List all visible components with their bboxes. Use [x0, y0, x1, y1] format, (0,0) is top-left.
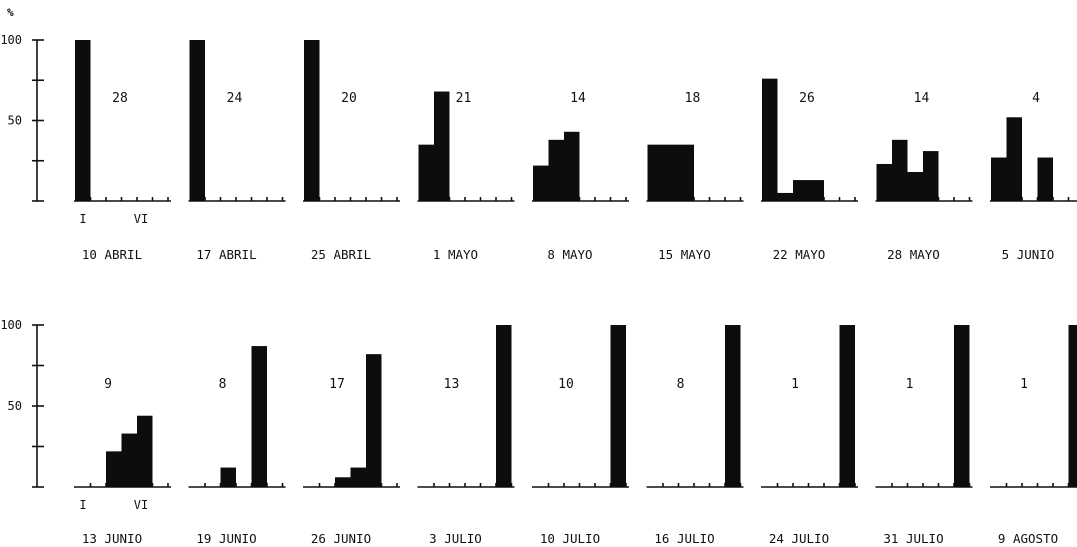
- bar: [366, 354, 382, 487]
- sample-size-label: 28: [112, 91, 128, 106]
- bar: [907, 172, 923, 201]
- sample-size-label: 4: [1032, 91, 1040, 106]
- sample-size-label: 26: [799, 91, 815, 106]
- panel-date-label: 1 MAYO: [433, 247, 478, 262]
- bar: [548, 139, 564, 201]
- sample-size-label: 14: [570, 91, 586, 106]
- bar: [839, 325, 855, 487]
- bar: [304, 40, 320, 201]
- bar: [647, 144, 663, 201]
- category-last-label: VI: [134, 212, 148, 226]
- bar: [418, 144, 434, 201]
- panel-date-label: 10 JULIO: [540, 531, 600, 546]
- bar: [876, 163, 892, 201]
- sample-size-label: 21: [456, 91, 472, 106]
- bar: [663, 144, 679, 201]
- bar: [496, 325, 512, 487]
- bar: [335, 477, 351, 487]
- sample-size-label: 8: [219, 377, 227, 392]
- bar: [75, 40, 91, 201]
- sample-size-label: 17: [329, 377, 345, 392]
- sample-size-label: 1: [906, 377, 914, 392]
- y-tick-label: 50: [8, 114, 22, 128]
- panel-date-label: 15 MAYO: [658, 247, 711, 262]
- panel-date-label: 5 JUNIO: [1002, 247, 1055, 262]
- sample-size-label: 9: [104, 377, 112, 392]
- panel-date-label: 10 ABRIL: [82, 247, 142, 262]
- panel-date-label: 17 ABRIL: [196, 247, 256, 262]
- y-tick-label: 100: [0, 33, 22, 47]
- sample-size-label: 14: [914, 91, 930, 106]
- panel-date-label: 22 MAYO: [773, 247, 826, 262]
- panel-date-label: 25 ABRIL: [311, 247, 371, 262]
- sample-size-label: 1: [1020, 377, 1028, 392]
- sample-size-label: 13: [444, 377, 460, 392]
- bar: [793, 180, 809, 201]
- bar: [923, 151, 939, 201]
- plot-area: 100 50 28 10 ABRIL 24 17 ABRIL 20 25 ABRIL 21 1 M…: [0, 33, 1077, 546]
- panel-date-label: 24 JULIO: [769, 531, 829, 546]
- sample-size-label: 18: [685, 91, 701, 106]
- bar: [1006, 117, 1022, 201]
- y-tick-label: 100: [0, 318, 22, 332]
- bar: [954, 325, 970, 487]
- bar: [251, 346, 267, 487]
- category-first-label: I: [79, 212, 86, 226]
- panel-date-label: 28 MAYO: [887, 247, 940, 262]
- panel-date-label: 3 JULIO: [429, 531, 482, 546]
- panel-date-label: 8 MAYO: [547, 247, 592, 262]
- sample-size-label: 8: [677, 377, 685, 392]
- bar: [434, 91, 450, 201]
- bar: [137, 415, 153, 487]
- bar: [189, 40, 205, 201]
- bar: [121, 433, 137, 487]
- bar: [808, 180, 824, 201]
- panel-date-label: 31 JULIO: [883, 531, 943, 546]
- panel-date-label: 9 AGOSTO: [998, 531, 1058, 546]
- bar: [1068, 325, 1077, 487]
- bar: [564, 131, 580, 201]
- panel-date-label: 13 JUNIO: [82, 531, 142, 546]
- panel-date-label: 19 JUNIO: [196, 531, 256, 546]
- bar: [991, 157, 1007, 201]
- panel-date-label: 16 JULIO: [654, 531, 714, 546]
- bar: [777, 192, 793, 201]
- sample-size-label: 10: [558, 377, 574, 392]
- sample-size-label: 1: [791, 377, 799, 392]
- bar: [1037, 157, 1053, 201]
- bar: [106, 451, 122, 487]
- category-first-label: I: [79, 498, 86, 512]
- category-last-label: VI: [134, 498, 148, 512]
- bar: [762, 78, 778, 201]
- panel-date-label: 26 JUNIO: [311, 531, 371, 546]
- sample-size-label: 20: [341, 91, 357, 106]
- bar: [610, 325, 626, 487]
- bar: [350, 467, 366, 487]
- bar: [220, 467, 236, 487]
- y-tick-label: 50: [8, 399, 22, 413]
- bar: [678, 144, 694, 201]
- bar: [725, 325, 741, 487]
- bar: [533, 165, 549, 201]
- y-axis-unit-label: %: [7, 6, 14, 19]
- bar: [892, 139, 908, 201]
- sample-size-label: 24: [227, 91, 243, 106]
